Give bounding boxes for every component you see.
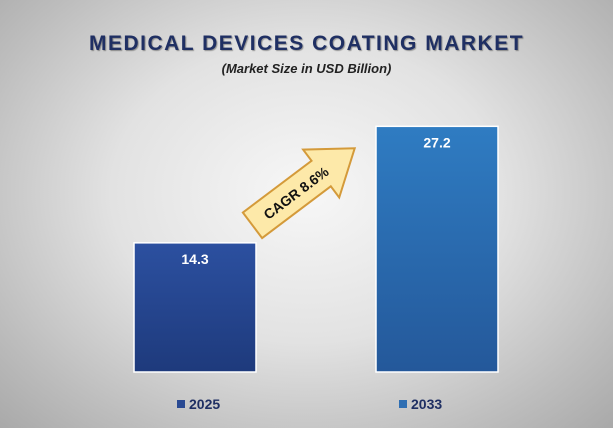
legend-swatch-2033 <box>399 400 407 408</box>
legend-item-2033: 2033 <box>399 396 442 412</box>
cagr-arrow: CAGR 8.6% <box>241 147 357 240</box>
legend-item-2025: 2025 <box>177 396 220 412</box>
data-label-2033: 27.2 <box>423 134 450 150</box>
cagr-arrow-shape <box>241 147 357 240</box>
chart-title: MEDICAL DEVICES COATING MARKET <box>88 32 525 55</box>
bar-2033 <box>375 125 499 373</box>
chart-subtitle: (Market Size in USD Billion) <box>221 61 392 76</box>
legend-label-2033: 2033 <box>411 396 443 412</box>
legend-swatch-2025 <box>177 400 185 408</box>
bar-2025 <box>133 242 257 373</box>
data-label-2025: 14.3 <box>181 251 208 267</box>
legend-label-2025: 2025 <box>189 396 221 412</box>
